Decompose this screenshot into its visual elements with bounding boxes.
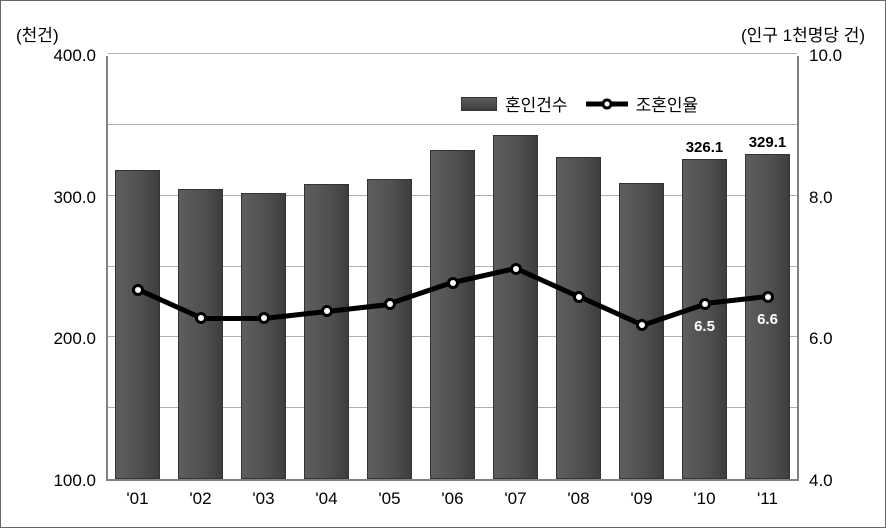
y-left-tick: 100.0 <box>16 471 96 491</box>
line-marker <box>132 284 144 296</box>
y-left-axis-title: (천건) <box>16 21 59 46</box>
line-label: 6.6 <box>757 311 778 328</box>
x-tick: '11 <box>738 489 798 509</box>
line-segment <box>201 316 264 321</box>
line-marker <box>195 312 207 324</box>
bar <box>304 184 349 479</box>
legend-swatch-line-icon <box>586 97 628 111</box>
legend-swatch-bar-icon <box>461 97 497 111</box>
y-right-tick: 6.0 <box>809 329 886 349</box>
x-tick: '05 <box>360 489 420 509</box>
y-right-tick: 4.0 <box>809 471 886 491</box>
x-tick: '08 <box>549 489 609 509</box>
bar <box>367 179 412 479</box>
legend: 혼인건수 조혼인율 <box>461 91 698 116</box>
bar <box>178 189 223 479</box>
x-tick: '06 <box>423 489 483 509</box>
chart-container: (천건) (인구 1천명당 건) 혼인건수 조혼인율 100.0 200.0 300… <box>0 0 886 528</box>
line-marker <box>636 319 648 331</box>
x-tick: '07 <box>486 489 546 509</box>
y-left-tick: 200.0 <box>16 329 96 349</box>
x-tick: '01 <box>108 489 168 509</box>
y-left-tick: 400.0 <box>16 46 96 66</box>
line-marker <box>447 277 459 289</box>
x-tick: '09 <box>612 489 672 509</box>
line-marker <box>699 298 711 310</box>
legend-item-line: 조혼인율 <box>586 91 699 116</box>
y-right-tick: 10.0 <box>809 46 886 66</box>
y-left-tick: 300.0 <box>16 188 96 208</box>
legend-item-bars: 혼인건수 <box>461 91 568 116</box>
gridline <box>108 124 797 125</box>
x-tick: '04 <box>297 489 357 509</box>
bar <box>241 193 286 479</box>
line-marker <box>258 312 270 324</box>
bar <box>493 135 538 479</box>
bar <box>115 170 160 479</box>
gridline <box>108 53 797 54</box>
line-label: 6.5 <box>694 318 715 335</box>
bar <box>556 157 601 479</box>
x-tick: '02 <box>171 489 231 509</box>
bar <box>430 150 475 479</box>
x-tick: '03 <box>234 489 294 509</box>
line-marker <box>573 291 585 303</box>
legend-label-line: 조혼인율 <box>636 91 699 116</box>
line-marker <box>510 263 522 275</box>
bar-label: 329.1 <box>728 134 808 151</box>
legend-label-bars: 혼인건수 <box>505 91 568 116</box>
line-marker <box>321 305 333 317</box>
y-right-tick: 8.0 <box>809 188 886 208</box>
line-marker <box>762 291 774 303</box>
line-marker <box>384 298 396 310</box>
y-right-axis-title: (인구 1천명당 건) <box>741 21 865 46</box>
x-tick: '10 <box>675 489 735 509</box>
